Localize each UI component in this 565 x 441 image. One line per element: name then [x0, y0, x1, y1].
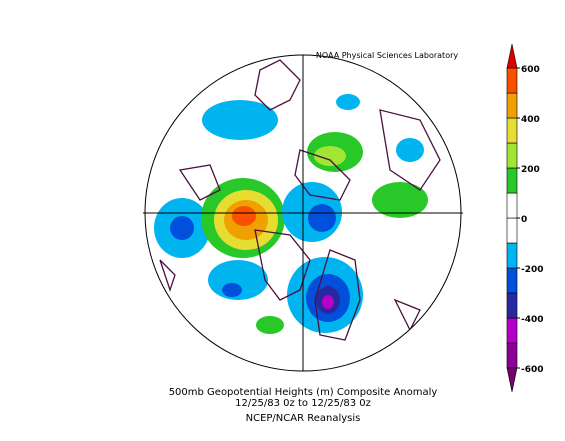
colorbar: 600 400 200 0 -200 -400 -600 — [506, 43, 544, 393]
colorbar-tick-label: -600 — [521, 365, 544, 375]
anomaly-field — [154, 59, 441, 341]
blob — [322, 295, 334, 309]
blob — [256, 316, 284, 334]
colorbar-extend-high — [506, 43, 518, 69]
colorbar-tick-label: 0 — [521, 215, 527, 225]
blob — [372, 182, 428, 218]
colorbar-cell — [506, 292, 518, 319]
coastline — [159, 59, 441, 341]
colorbar-tick-label: -400 — [521, 315, 544, 325]
blob — [336, 94, 360, 110]
colorbar-cell — [506, 267, 518, 294]
colorbar-cell — [506, 342, 518, 369]
colorbar-cell — [506, 242, 518, 269]
colorbar-cell — [506, 167, 518, 194]
colorbar-extend-low — [506, 367, 518, 393]
blob — [170, 216, 194, 240]
blob — [314, 146, 346, 166]
colorbar-tick-label: 600 — [521, 65, 540, 75]
footer-line: 500mb Geopotential Heights (m) Composite… — [169, 387, 438, 398]
colorbar-cell — [506, 67, 518, 94]
footer-line: 12/25/83 0z to 12/25/83 0z — [235, 398, 371, 409]
footer-line: NCEP/NCAR Reanalysis — [246, 413, 361, 424]
blob — [202, 100, 278, 140]
blob — [396, 138, 424, 162]
blob — [308, 204, 336, 232]
colorbar-cell — [506, 317, 518, 344]
credit: NOAA Physical Sciences Laboratory — [316, 51, 459, 60]
colorbar-cell — [506, 117, 518, 144]
colorbar-cell — [506, 142, 518, 169]
colorbar-tick-label: 200 — [521, 165, 540, 175]
blob — [232, 206, 256, 226]
colorbar-cell — [506, 92, 518, 119]
colorbar-cell — [506, 192, 518, 219]
colorbar-tick-label: 400 — [521, 115, 540, 125]
blob — [222, 283, 242, 297]
colorbar-cell — [506, 217, 518, 244]
colorbar-tick-label: -200 — [521, 265, 544, 275]
